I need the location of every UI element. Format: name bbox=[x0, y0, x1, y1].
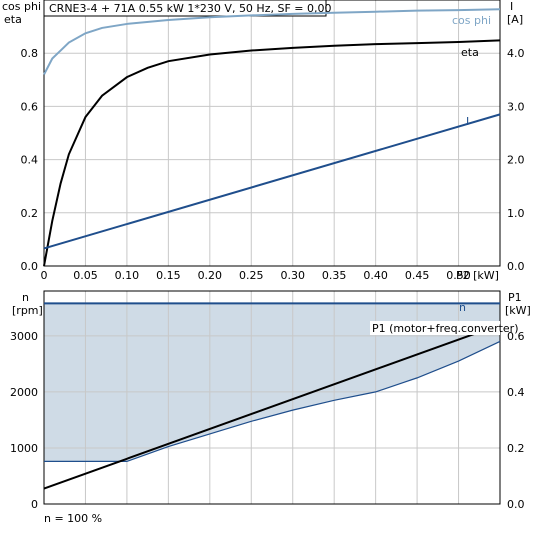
bottom-plot-frame bbox=[43, 290, 501, 505]
bottom-right-axis-label-1: P1 bbox=[508, 291, 522, 304]
p1-label-bg bbox=[370, 321, 500, 335]
title-box bbox=[43, 0, 327, 17]
top-right-tick-label: 2.0 bbox=[507, 154, 525, 167]
top-x-tick-label: 0.20 bbox=[198, 269, 223, 282]
p1-series-label: P1 (motor+freq.converter) bbox=[372, 322, 519, 335]
top-left-tick-label: 0.8 bbox=[21, 47, 39, 60]
bottom-series bbox=[43, 302, 501, 490]
bottom-left-axis-label-2: [rpm] bbox=[12, 304, 43, 317]
top-left-axis-label-1: cos phi bbox=[2, 0, 41, 13]
bottom-left-tick-label: 1000 bbox=[10, 442, 38, 455]
bottom-right-tick-label: 0.2 bbox=[507, 442, 525, 455]
bottom-right-axis-label-2: [kW] bbox=[505, 304, 531, 317]
current-line bbox=[43, 113, 501, 250]
top-x-axis-label: P2 [kW] bbox=[456, 269, 499, 282]
bottom-right-ticks: 0.0 0.2 0.4 0.6 bbox=[507, 330, 525, 511]
top-x-tick-label: 0.40 bbox=[363, 269, 388, 282]
top-x-tick-label: 0.25 bbox=[239, 269, 264, 282]
top-right-tick-label: 4.0 bbox=[507, 47, 525, 60]
cosphi-series-label: cos phi bbox=[452, 14, 491, 27]
top-right-tick-label: 0.0 bbox=[507, 260, 525, 273]
bottom-left-axis-label-1: n bbox=[22, 291, 29, 304]
chart-title: CRNE3-4 + 71A 0.55 kW 1*230 V, 50 Hz, SF… bbox=[49, 2, 331, 15]
p1-line bbox=[43, 323, 501, 490]
bottom-left-tick-label: 0 bbox=[31, 498, 38, 511]
top-grid bbox=[44, 0, 500, 266]
cosphi-line bbox=[43, 8, 501, 75]
p1-lower-curve bbox=[44, 340, 501, 462]
speed-series-label: n bbox=[459, 301, 466, 314]
bottom-right-tick-label: 0.6 bbox=[507, 330, 525, 343]
p1-band bbox=[44, 303, 500, 462]
efficiency-current-panel: CRNE3-4 + 71A 0.55 kW 1*230 V, 50 Hz, SF… bbox=[2, 0, 525, 282]
top-x-tick-label: 0.30 bbox=[280, 269, 305, 282]
top-left-tick-label: 0.2 bbox=[21, 207, 39, 220]
p1-range-band bbox=[44, 303, 500, 462]
top-x-ticks: 0 0.05 0.10 0.15 0.20 0.25 0.30 0.35 0.40 0.45 0.5… bbox=[41, 269, 471, 282]
top-right-tick-label: 3.0 bbox=[507, 100, 525, 113]
bottom-left-ticks: 0 1000 2000 3000 bbox=[10, 330, 38, 511]
top-left-tick-label: 0.4 bbox=[21, 154, 39, 167]
bottom-right-tick-label: 0.4 bbox=[507, 386, 525, 399]
top-x-tick-label: 0.45 bbox=[405, 269, 430, 282]
top-x-tick-label: 0 bbox=[41, 269, 48, 282]
top-right-ticks: 0.0 1.0 2.0 3.0 4.0 bbox=[507, 47, 525, 273]
bottom-left-tick-label: 3000 bbox=[10, 330, 38, 343]
top-x-tick-label: 0.05 bbox=[73, 269, 98, 282]
bottom-right-tick-label: 0.0 bbox=[507, 498, 525, 511]
top-x-tick-label: 0.10 bbox=[115, 269, 140, 282]
top-plot-frame bbox=[43, 0, 501, 267]
current-series-label: I bbox=[466, 115, 469, 128]
bottom-left-tick-label: 2000 bbox=[10, 386, 38, 399]
top-left-axis-label-2: eta bbox=[4, 13, 22, 26]
eta-series-label: eta bbox=[461, 46, 479, 59]
top-right-tick-label: 1.0 bbox=[507, 207, 525, 220]
eta-line bbox=[43, 39, 501, 267]
top-right-axis-label-1: I bbox=[510, 0, 513, 13]
top-x-tick-label: 0.15 bbox=[156, 269, 181, 282]
top-left-ticks: 0.0 0.2 0.4 0.6 0.8 bbox=[21, 47, 39, 273]
top-right-axis-label-2: [A] bbox=[507, 13, 523, 26]
speed-footnote: n = 100 % bbox=[44, 512, 102, 525]
top-series bbox=[43, 8, 501, 267]
top-x-tick-label: 0.35 bbox=[322, 269, 347, 282]
top-left-tick-label: 0.0 bbox=[21, 260, 39, 273]
top-left-tick-label: 0.6 bbox=[21, 100, 39, 113]
top-x-tick-label: 0.50 bbox=[446, 269, 471, 282]
